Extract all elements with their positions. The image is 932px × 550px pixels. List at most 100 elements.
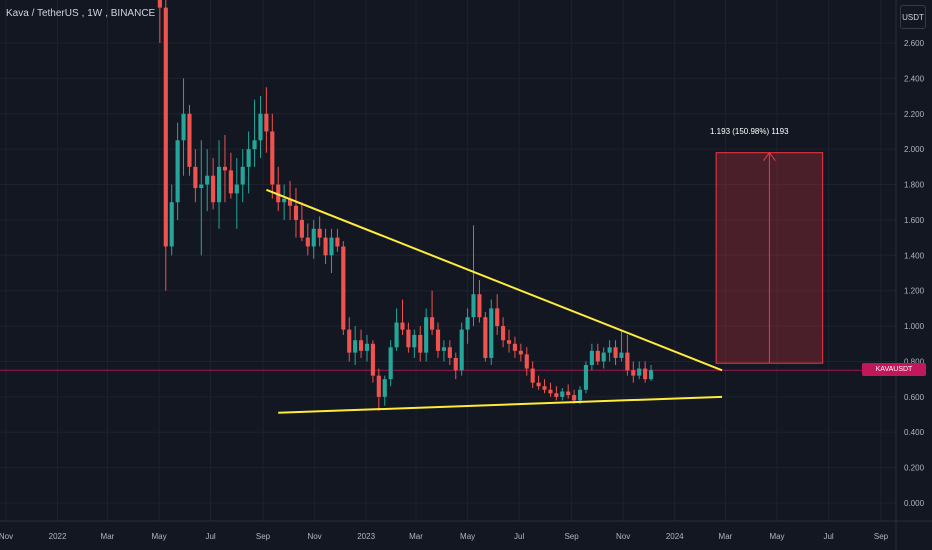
candle-body-up (252, 140, 257, 150)
x-tick-label: Nov (616, 532, 630, 541)
x-tick-label: Jul (514, 532, 524, 541)
candle-body-up (465, 317, 470, 330)
measure-arrow-head (763, 151, 776, 161)
x-tick-label: Jul (205, 532, 215, 541)
x-tick-label: Nov (307, 532, 321, 541)
candle-body-down (453, 357, 458, 371)
candle-body-down (495, 308, 500, 327)
trendline-support[interactable] (278, 395, 723, 414)
candle-body-down (163, 7, 168, 247)
candle-body-down (566, 391, 571, 396)
candle-body-up (353, 340, 358, 353)
candle-body-down (317, 228, 322, 238)
candle-body-down (524, 354, 529, 369)
x-tick-label: Sep (564, 532, 579, 541)
interval-label[interactable]: 1W (87, 8, 103, 19)
candle-body-down (211, 175, 216, 203)
candle-body-down (376, 375, 381, 397)
candle-body-up (424, 317, 429, 353)
y-tick-label: 1.400 (904, 251, 925, 260)
candle-body-up (181, 113, 186, 141)
candle-body-down (341, 246, 346, 330)
current-price-ticker-tag: KAVAUSDT (862, 363, 926, 376)
candle-body-down (506, 340, 512, 344)
candle-body-down (554, 393, 559, 397)
price-range-measure-label: 1.193 (150.98%) 1193 (710, 127, 789, 136)
candle-body-down (193, 166, 198, 189)
currency-unit-button[interactable]: USDT (900, 5, 926, 29)
candle-body-down (335, 237, 340, 247)
candle-body-up (459, 329, 464, 371)
candle-body-up (471, 294, 476, 318)
candle-body-down (264, 113, 269, 132)
y-tick-label: 0.200 (904, 464, 925, 473)
candle-body-down (305, 237, 310, 247)
candle-body-up (282, 198, 287, 203)
candle-body-up (441, 347, 446, 351)
x-tick-label: Jul (823, 532, 833, 541)
candle-body-down (530, 368, 535, 383)
candle-body-up (329, 237, 334, 256)
candle-body-down (299, 219, 304, 238)
x-tick-label: May (769, 532, 784, 541)
candle-body-up (607, 347, 612, 353)
candle-body-down (572, 395, 577, 401)
candle-body-up (412, 334, 417, 348)
candle-body-up (577, 389, 583, 401)
candle-body-down (447, 347, 452, 358)
candle-body-down (631, 370, 636, 376)
x-tick-label: Mar (409, 532, 423, 541)
y-tick-label: 2.400 (904, 74, 925, 83)
candle-body-up (489, 308, 494, 358)
candle-body-up (382, 379, 387, 397)
y-tick-label: 0.800 (904, 357, 925, 366)
x-tick-label: Sep (256, 532, 271, 541)
candle-body-up (589, 350, 594, 365)
x-tick-label: 2022 (49, 532, 67, 541)
exchange-label: BINANCE (110, 8, 156, 19)
candle-body-down (613, 347, 618, 358)
candle-body-up (258, 113, 263, 141)
candle-body-down (359, 340, 364, 351)
x-tick-label: May (151, 532, 166, 541)
x-tick-label: Mar (101, 532, 115, 541)
candle-body-up (311, 228, 316, 247)
y-tick-label: 2.600 (904, 39, 925, 48)
trendline-descending[interactable] (266, 188, 723, 372)
candle-body-up (394, 322, 399, 348)
candle-body-up (240, 166, 245, 185)
x-tick-label: Sep (874, 532, 889, 541)
y-tick-label: 0.400 (904, 428, 925, 437)
candle-body-down (418, 334, 423, 353)
x-tick-label: 2024 (666, 532, 684, 541)
candle-body-down (347, 329, 352, 353)
candle-body-down (157, 0, 162, 8)
x-tick-label: Mar (719, 532, 733, 541)
y-tick-label: 0.000 (904, 499, 925, 508)
candle-body-down (518, 350, 523, 355)
y-tick-label: 0.600 (904, 393, 925, 402)
candle-body-down (293, 205, 299, 220)
candle-body-up (246, 149, 251, 167)
candle-body-up (205, 175, 210, 185)
candle-body-up (583, 365, 589, 390)
candle-body-down (287, 198, 293, 206)
candle-body-down (483, 317, 488, 358)
x-tick-label: Nov (0, 532, 13, 541)
y-tick-label: 1.800 (904, 181, 925, 190)
candle-body-up (619, 352, 624, 358)
candle-body-down (542, 386, 547, 390)
candle-body-up (560, 391, 565, 397)
candle-body-up (234, 184, 239, 194)
candle-body-down (228, 170, 233, 194)
candle-body-down (477, 294, 482, 318)
chart-title: Kava / TetherUS, 1W, BINANCE (6, 8, 156, 19)
candle-body-down (595, 350, 600, 362)
candle-body-down (370, 343, 375, 376)
candle-body-up (169, 202, 174, 247)
candle-body-down (536, 382, 541, 387)
x-tick-label: May (460, 532, 475, 541)
candle-body-up (199, 184, 204, 189)
symbol-name[interactable]: Kava / TetherUS (6, 8, 79, 19)
